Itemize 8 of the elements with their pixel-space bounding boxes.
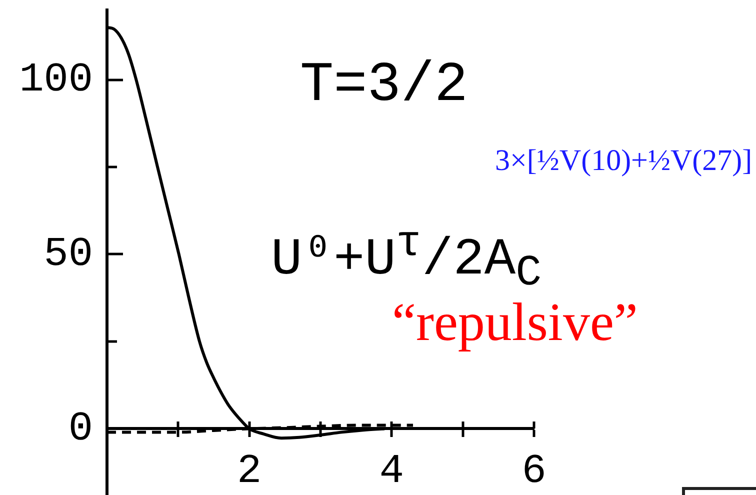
x-tick-label: 6 (522, 449, 546, 495)
annotation: T=3/2 (300, 53, 468, 117)
annotation: 3×[½V(10)+½V(27)] (495, 144, 752, 177)
y-tick-label: 100 (19, 58, 93, 104)
y-tick-label: 50 (44, 232, 93, 278)
x-tick-label: 2 (237, 449, 262, 495)
x-tick-label: 4 (379, 449, 404, 495)
y-tick-label: 0 (68, 406, 93, 453)
